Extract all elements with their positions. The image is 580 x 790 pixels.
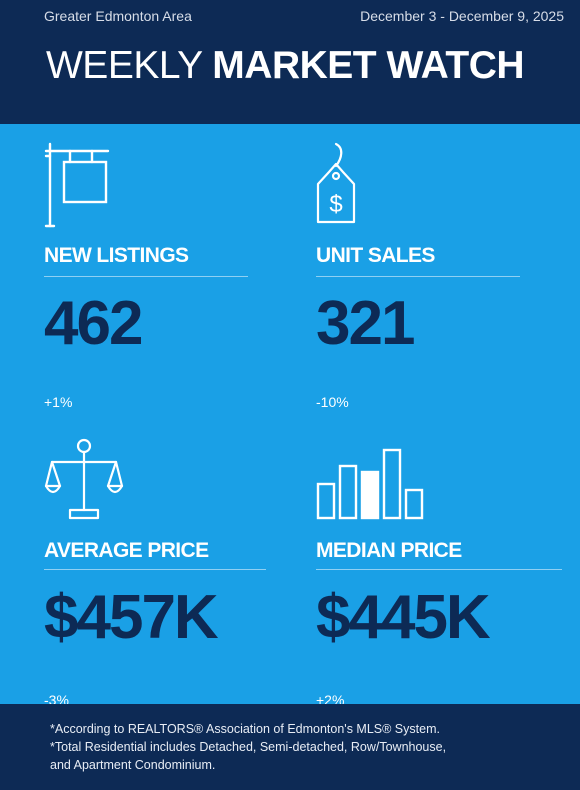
title-market-watch: MARKET WATCH [212, 44, 525, 87]
header: Greater Edmonton Area December 3 - Decem… [0, 0, 580, 124]
median-price-value: $445K [316, 583, 491, 652]
footnote-definition-cont: and Apartment Condominium. [50, 758, 216, 772]
new-listings-card: NEW LISTINGS 462 +1% [44, 142, 284, 412]
footnote-source: *According to REALTORS® Association of E… [50, 722, 440, 736]
price-tag-icon: $ [316, 142, 356, 224]
unit-sales-value: 321 [316, 289, 415, 358]
bar-chart-icon [316, 448, 424, 520]
new-listings-change: +1% [44, 394, 73, 410]
divider [316, 276, 520, 277]
for-sale-sign-icon [44, 142, 110, 228]
unit-sales-change: -10% [316, 394, 349, 410]
footer: *According to REALTORS® Association of E… [0, 704, 580, 790]
divider [316, 569, 562, 570]
title-weekly: WEEKLY [46, 44, 202, 87]
divider [44, 276, 248, 277]
svg-text:$: $ [329, 191, 342, 218]
date-range: December 3 - December 9, 2025 [360, 8, 564, 24]
new-listings-value: 462 [44, 289, 143, 358]
average-price-value: $457K [44, 583, 219, 652]
footnote-definition: *Total Residential includes Detached, Se… [50, 740, 447, 754]
new-listings-label: NEW LISTINGS [44, 244, 189, 267]
balance-scale-icon [44, 438, 124, 520]
divider [44, 569, 266, 570]
median-price-label: MEDIAN PRICE [316, 539, 462, 562]
unit-sales-card: $ UNIT SALES 321 -10% [316, 142, 556, 412]
unit-sales-label: UNIT SALES [316, 244, 435, 267]
average-price-card: AVERAGE PRICE $457K -3% [44, 438, 284, 708]
median-price-card: MEDIAN PRICE $445K +2% [316, 438, 562, 708]
page-title: WEEKLY MARKET WATCH [46, 44, 525, 88]
average-price-label: AVERAGE PRICE [44, 539, 209, 562]
stats-panel: NEW LISTINGS 462 +1% $ UNIT SALES 321 -1… [0, 124, 580, 708]
area-name: Greater Edmonton Area [44, 8, 192, 24]
